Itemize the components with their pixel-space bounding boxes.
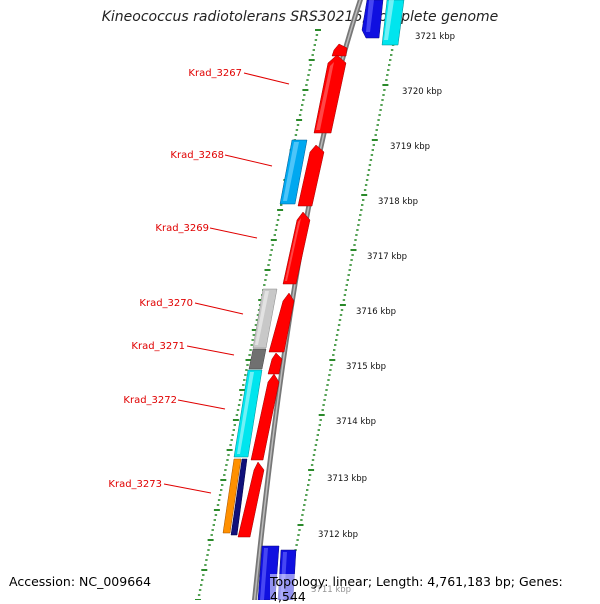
accession-text: Accession: NC_009664 (9, 574, 152, 589)
kbp-label-3713: 3713 kbp (327, 474, 367, 484)
gene-shape-krad-3267[interactable] (313, 54, 347, 134)
kbp-label-3717: 3717 kbp (367, 252, 407, 262)
gene-shape-krad-3271[interactable] (248, 348, 283, 375)
gene-label-krad-3272[interactable]: Krad_3272 (123, 395, 177, 406)
kbp-label-3719: 3719 kbp (390, 142, 430, 152)
kbp-label-3716: 3716 kbp (356, 307, 396, 317)
topology-text: Topology: linear; Length: 4,761,183 bp; … (270, 574, 600, 604)
gene-shape-krad-3269[interactable] (282, 211, 311, 285)
kbp-label-3714: 3714 kbp (336, 417, 376, 427)
gene-shape-krad-3268[interactable] (279, 139, 325, 207)
gene-shape-krad-3273[interactable] (222, 458, 265, 538)
leader-krad-3272 (177, 399, 226, 410)
left-track-ticks (195, 29, 321, 600)
gene-label-krad-3271[interactable]: Krad_3271 (131, 341, 185, 352)
gene-label-krad-3267[interactable]: Krad_3267 (188, 68, 242, 79)
kbp-label-3715: 3715 kbp (346, 362, 386, 372)
leader-krad-3271 (186, 345, 235, 356)
gene-shape-krad-3272[interactable] (233, 369, 280, 461)
leader-krad-3269 (209, 227, 258, 239)
leader-krad-3270 (194, 302, 244, 315)
gene-label-krad-3270[interactable]: Krad_3270 (139, 298, 193, 309)
gene-label-krad-3273[interactable]: Krad_3273 (108, 479, 162, 490)
leader-krad-3273 (163, 483, 212, 494)
kbp-label-3721: 3721 kbp (415, 32, 455, 42)
gene-label-krad-3268[interactable]: Krad_3268 (170, 150, 224, 161)
gene-top-cyan[interactable] (381, 0, 405, 46)
leader-krad-3267 (243, 72, 290, 85)
kbp-label-3720: 3720 kbp (402, 87, 442, 97)
gene-top-blue[interactable] (361, 0, 384, 39)
gene-shape-1[interactable] (331, 43, 348, 57)
leader-krad-3268 (224, 154, 273, 167)
gene-shape-krad-3270[interactable] (252, 288, 295, 353)
kbp-label-3712: 3712 kbp (318, 530, 358, 540)
gene-label-krad-3269[interactable]: Krad_3269 (155, 223, 209, 234)
kbp-label-3718: 3718 kbp (378, 197, 418, 207)
